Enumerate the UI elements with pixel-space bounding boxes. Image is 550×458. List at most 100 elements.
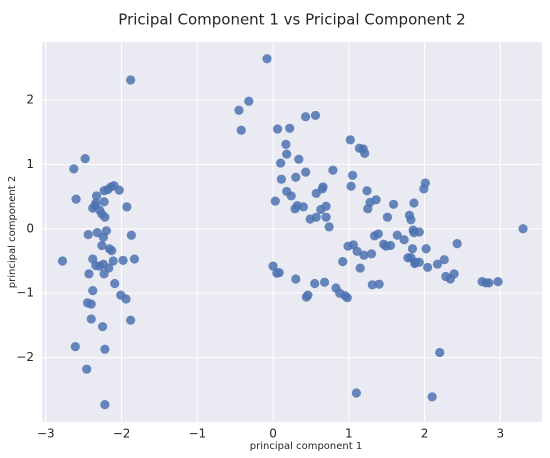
data-point	[310, 110, 321, 121]
data-point	[86, 314, 96, 324]
data-point	[121, 294, 131, 304]
data-point	[427, 392, 437, 402]
data-point	[97, 240, 107, 251]
data-point	[98, 259, 108, 269]
data-point	[382, 212, 393, 222]
x-tick-label: 3	[497, 427, 505, 441]
data-point	[351, 388, 361, 398]
data-point	[371, 195, 381, 205]
x-tick-label: 0	[269, 427, 277, 441]
data-point	[346, 181, 356, 191]
data-point	[262, 54, 272, 64]
data-point	[352, 246, 362, 256]
data-point	[86, 299, 96, 309]
data-point	[107, 246, 117, 256]
data-point	[70, 342, 80, 352]
data-point	[406, 215, 416, 225]
data-point	[367, 280, 377, 290]
data-point	[99, 197, 109, 207]
data-points	[57, 54, 528, 410]
y-tick-label: −1	[16, 286, 34, 300]
data-point	[345, 135, 355, 145]
data-point	[106, 182, 116, 192]
data-point	[100, 400, 110, 410]
data-point	[388, 199, 399, 209]
data-point	[71, 194, 81, 204]
x-tick-label: −3	[37, 427, 55, 441]
data-point	[83, 229, 93, 240]
data-point	[291, 274, 301, 284]
data-point	[88, 286, 98, 296]
data-point	[298, 202, 308, 212]
data-point	[311, 188, 321, 198]
data-point	[348, 170, 358, 180]
data-point	[290, 204, 300, 214]
data-point	[399, 235, 409, 245]
data-point	[319, 277, 330, 287]
x-tick-label: −1	[188, 427, 206, 441]
data-point	[449, 269, 459, 279]
data-point	[272, 268, 282, 278]
data-point	[414, 227, 424, 237]
data-point	[98, 232, 108, 242]
x-axis-label: principal component 1	[250, 441, 362, 452]
data-point	[276, 174, 286, 184]
y-axis-label: principal component 2	[7, 176, 18, 288]
data-point	[432, 259, 443, 269]
data-point	[69, 164, 79, 174]
data-point	[493, 276, 503, 287]
data-point	[291, 172, 301, 182]
data-point	[84, 269, 94, 279]
data-point	[80, 153, 90, 164]
x-tick-labels: −3 −2 −1 0 1 2 3	[37, 427, 504, 441]
data-point	[363, 204, 373, 214]
data-point	[270, 196, 280, 206]
data-point	[321, 212, 331, 222]
data-point	[100, 212, 110, 222]
data-point	[294, 154, 304, 164]
data-point	[129, 254, 140, 264]
data-point	[118, 255, 128, 265]
data-point	[328, 165, 338, 175]
data-point	[273, 124, 283, 134]
data-point	[108, 256, 118, 266]
data-point	[338, 257, 348, 267]
data-point	[409, 198, 419, 208]
data-point	[421, 244, 431, 254]
data-point	[321, 201, 331, 211]
data-point	[114, 185, 124, 195]
data-point	[414, 257, 424, 267]
data-point	[435, 347, 445, 358]
data-point	[57, 256, 68, 266]
data-point	[360, 148, 370, 159]
y-tick-labels: −2 −1 0 1 2	[16, 92, 34, 364]
data-point	[126, 315, 136, 325]
data-point	[268, 261, 278, 271]
data-point	[366, 249, 377, 259]
data-point	[392, 230, 402, 240]
grid-lines	[42, 42, 542, 422]
data-point	[234, 105, 244, 115]
plot-background	[42, 42, 542, 422]
data-point	[91, 260, 101, 271]
data-point	[301, 167, 311, 177]
data-point	[301, 112, 311, 122]
y-tick-label: −2	[16, 350, 34, 364]
data-point	[359, 250, 369, 260]
y-tick-label: 1	[26, 157, 34, 171]
y-tick-label: 0	[26, 221, 34, 235]
data-point	[355, 263, 365, 273]
data-point	[301, 292, 311, 302]
data-point	[100, 344, 110, 354]
data-point	[310, 278, 320, 289]
data-point	[91, 198, 101, 208]
data-point	[98, 322, 108, 332]
data-point	[374, 279, 384, 289]
data-point	[420, 178, 430, 188]
x-tick-label: 2	[421, 427, 429, 441]
data-point	[518, 224, 528, 234]
data-point	[373, 229, 383, 239]
data-point	[126, 230, 136, 240]
data-point	[286, 191, 296, 201]
